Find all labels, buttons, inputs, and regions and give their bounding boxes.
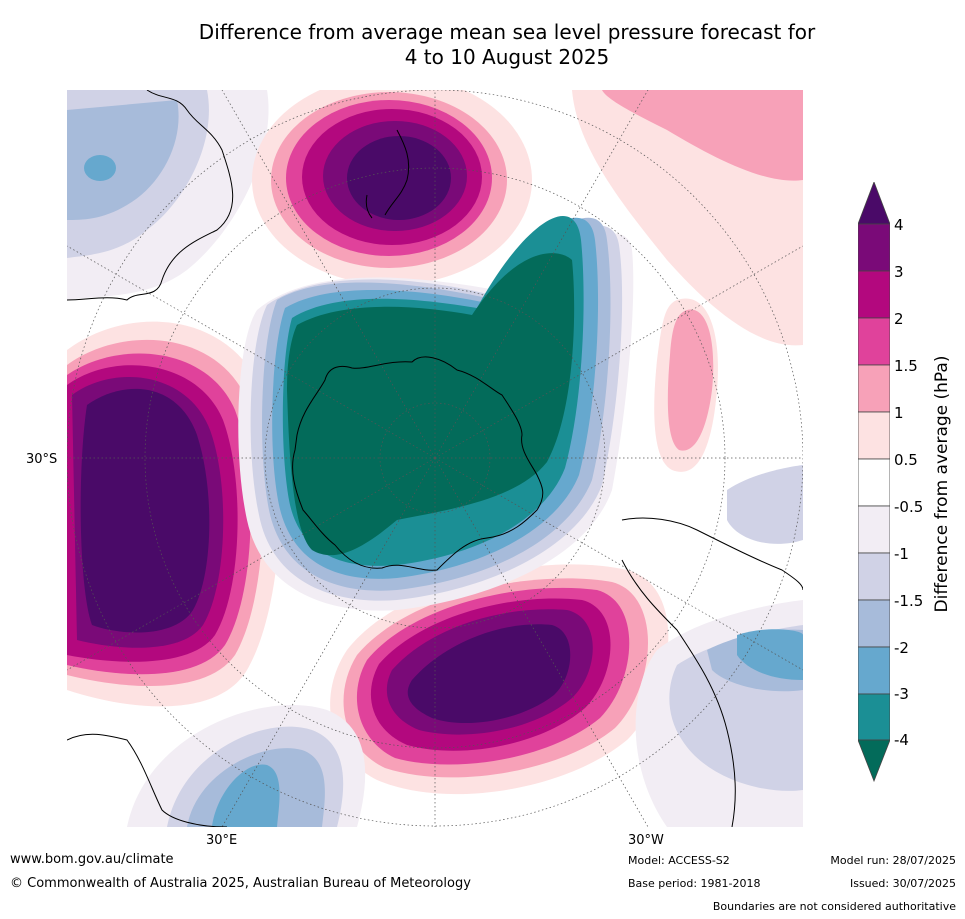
longitude-label-west: 30°W [628, 833, 664, 848]
colorbar-band-neutral [857, 458, 891, 507]
colorbar-tick: -3 [894, 685, 909, 703]
colorbar-title: Difference from average (hPa) [932, 355, 952, 613]
colorbar-tick: -4 [894, 731, 909, 749]
colorbar-band-1.5-2 [857, 317, 891, 366]
australia-coastline [67, 90, 234, 301]
colorbar-tick: -1 [894, 545, 909, 563]
colorbar-tick: -0.5 [894, 498, 924, 516]
colorbar-tick: 1 [894, 404, 904, 422]
colorbar-tick: -2 [894, 639, 909, 657]
anomaly-high-west [67, 321, 280, 707]
colorbar-svg [857, 180, 891, 783]
footer-url: www.bom.gov.au/climate [10, 852, 174, 867]
anomaly-low-antarctica [238, 216, 634, 611]
antarctica-coastline [292, 356, 544, 571]
colorbar-band-m1-m0.5 [857, 505, 891, 554]
colorbar-tick: -1.5 [894, 592, 924, 610]
title-line-2: 4 to 10 August 2025 [404, 45, 610, 69]
map-svg [67, 90, 803, 827]
footer-issued: Issued: 30/07/2025 [849, 877, 956, 890]
footer-copyright: © Commonwealth of Australia 2025, Austra… [10, 876, 471, 891]
footer-base-period: Base period: 1981-2018 [628, 877, 761, 890]
colorbar-band-m4-m3 [857, 693, 891, 741]
coastlines [67, 90, 803, 827]
graticule [67, 90, 803, 827]
colorbar-band-m1.5-m1 [857, 552, 891, 601]
colorbar-band-2-3 [857, 270, 891, 319]
footer-disclaimer: Boundaries are not considered authoritat… [712, 900, 956, 913]
colorbar-tick: 2 [894, 310, 904, 328]
colorbar-over-arrow [857, 180, 891, 225]
africa-coastline [67, 733, 228, 827]
anomaly-negative-southeast [635, 465, 803, 827]
anomaly-positive-northeast [572, 90, 803, 472]
anomaly-high-new-zealand [252, 90, 532, 285]
new-zealand-coastline [365, 129, 410, 219]
colorbar-band-0.5-1 [857, 411, 891, 460]
colorbar-tick: 4 [894, 216, 904, 234]
longitude-label-east: 30°E [206, 833, 238, 848]
anomaly-negative-southwest [127, 704, 366, 827]
colorbar-tick: 0.5 [894, 451, 918, 469]
pressure-anomaly-map [67, 90, 803, 827]
colorbar-band-1-1.5 [857, 364, 891, 413]
chart-title: Difference from average mean sea level p… [0, 20, 965, 70]
colorbar-band-m3-m2 [857, 646, 891, 695]
colorbar [857, 180, 891, 783]
latitude-label: 30°S [26, 452, 58, 467]
footer-model-run: Model run: 28/07/2025 [830, 854, 956, 867]
anomaly-high-south [330, 564, 669, 795]
colorbar-tick: 1.5 [894, 357, 918, 375]
south-america-coastline [621, 517, 803, 827]
colorbar-tick: 3 [894, 263, 904, 281]
footer-model: Model: ACCESS-S2 [628, 854, 730, 867]
colorbar-under-arrow [857, 739, 891, 783]
title-line-1: Difference from average mean sea level p… [198, 20, 816, 44]
colorbar-band-m2-m1.5 [857, 599, 891, 648]
colorbar-band-3-4 [857, 223, 891, 272]
